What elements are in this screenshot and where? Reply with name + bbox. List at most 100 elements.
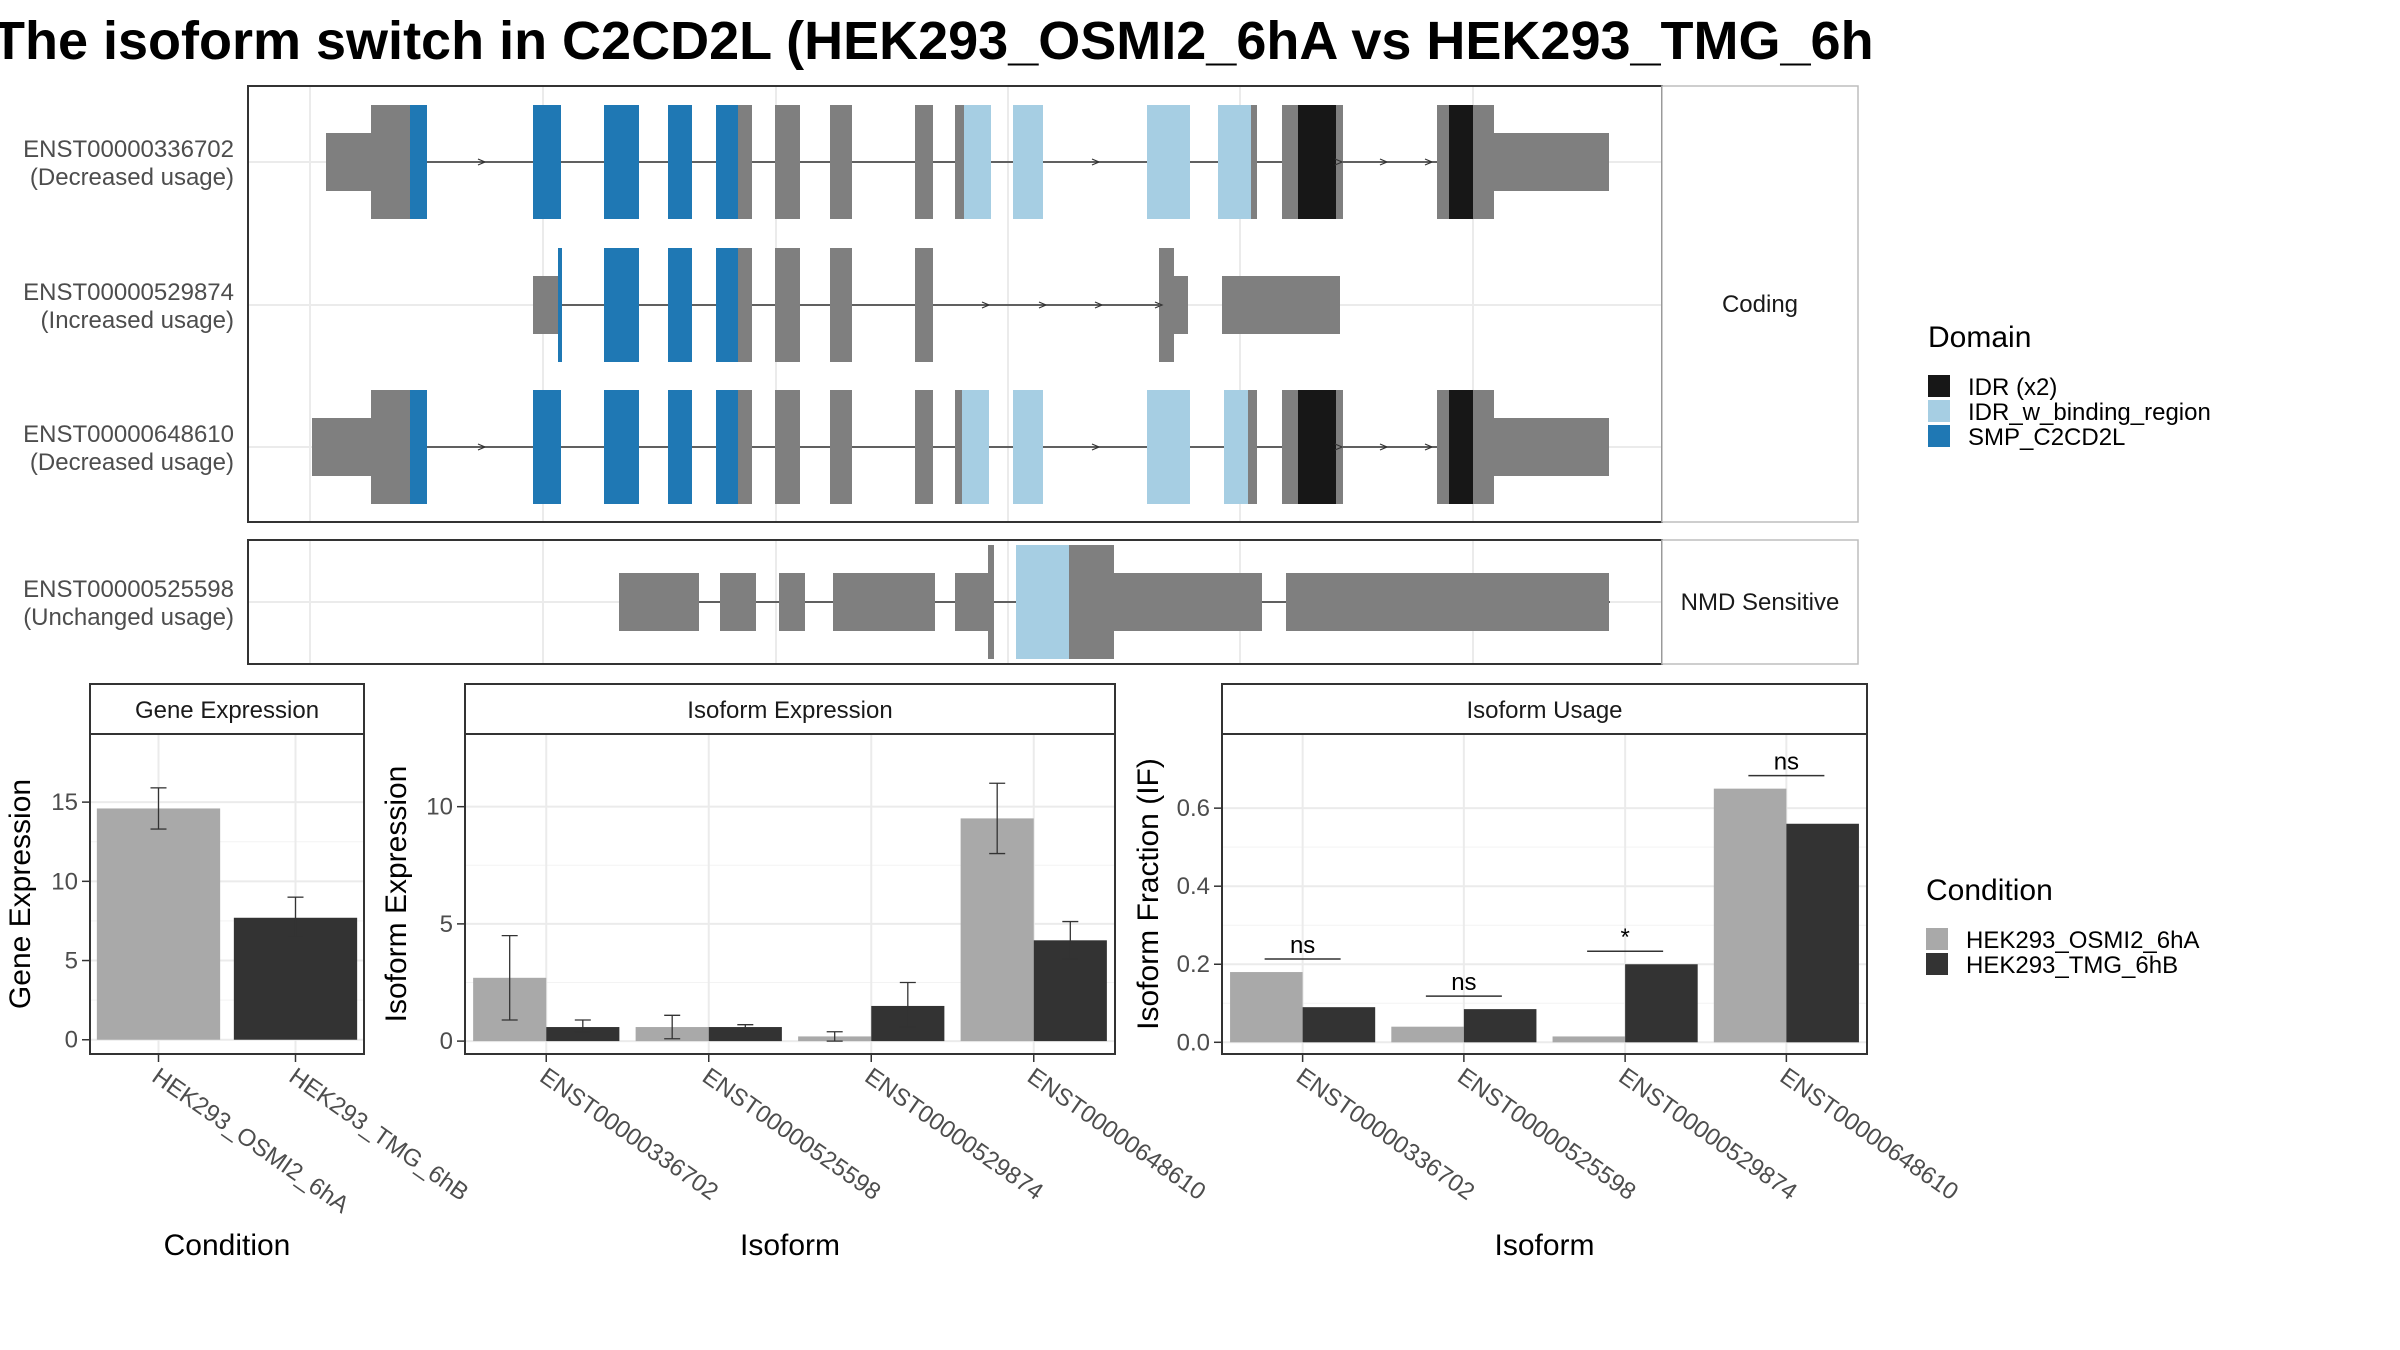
chart-panel-border [1221,733,1868,1055]
domain-exon [604,390,639,504]
bar [960,818,1034,1042]
exon [1494,133,1609,191]
exon [955,105,964,219]
exon [775,248,800,362]
exon [915,248,933,362]
exon [533,276,560,334]
exon [1494,418,1609,476]
exon [830,105,852,219]
bar [1625,964,1698,1043]
domain-exon [1449,105,1473,219]
chart-title-strip [1221,683,1868,735]
y-tick-label: 0 [65,1027,78,1054]
legend-title: Condition [1926,874,2053,907]
bar [1713,788,1787,1043]
legend-swatch [1928,400,1950,422]
transcript-id-label: ENST00000525598 [23,576,234,603]
x-axis-label: Condition [164,1229,291,1262]
plot-title: The isoform switch in C2CD2L (HEK293_OSM… [0,11,1872,71]
exon [738,248,752,362]
exon [915,105,933,219]
domain-exon [533,390,561,504]
exon [1174,276,1188,334]
exon [720,573,756,631]
bar [1302,1007,1376,1043]
intron-arrow [1334,158,1344,166]
bar [1786,823,1859,1043]
domain-exon [668,248,692,362]
exon [1473,105,1494,219]
intron-arrow [1424,443,1434,451]
y-tick-label: 0.0 [1177,1029,1210,1056]
legend-swatch [1928,425,1950,447]
transcript-id-label: ENST00000336702 [23,136,234,163]
x-tick-label: ENST00000336702 [1291,1063,1479,1206]
y-tick-label: 0.2 [1177,951,1210,978]
exon [915,390,933,504]
domain-exon [1016,545,1069,659]
x-tick-label: ENST00000525598 [1452,1063,1640,1206]
domain-exon [716,390,738,504]
legend-label: HEK293_OSMI2_6hA [1966,927,2199,954]
exon [833,573,935,631]
exon [779,573,805,631]
exon [1437,105,1449,219]
chart-title-strip [464,683,1116,735]
legend-swatch [1926,928,1948,950]
exon [738,105,752,219]
domain-exon [964,105,991,219]
exon [775,105,800,219]
significance-label: ns [1774,749,1799,776]
bar [233,917,358,1040]
bar [96,808,221,1040]
intron-arrow [477,158,487,166]
x-tick-label: ENST00000525598 [697,1063,885,1206]
bar [1230,972,1303,1043]
domain-exon [1298,105,1336,219]
domain-exon [716,248,738,362]
x-tick-label: ENST00000648610 [1022,1063,1210,1206]
transcript-usage-label: (Decreased usage) [30,164,234,191]
x-tick-label: ENST00000336702 [535,1063,723,1206]
significance-label: * [1620,924,1629,951]
exon [830,248,852,362]
facet-strip [1661,85,1859,523]
bar [546,1027,620,1042]
legend-label: IDR_w_binding_region [1968,399,2211,426]
domain-exon [1147,390,1190,504]
domain-exon [668,390,692,504]
facet-label: Coding [1722,291,1798,318]
domain-exon [1013,105,1043,219]
y-tick-label: 10 [426,794,453,821]
chart-title-strip [89,683,365,735]
x-axis-label: Isoform [740,1229,840,1262]
x-tick-label: ENST00000529874 [1614,1063,1802,1206]
chart-title: Isoform Usage [1466,697,1622,724]
exon [1286,573,1609,631]
legend-label: SMP_C2CD2L [1968,424,2125,451]
domain-exon [962,390,989,504]
exon [312,418,371,476]
y-tick-label: 0 [440,1028,453,1055]
intron-arrow [477,443,487,451]
intron-arrow [1091,443,1101,451]
y-tick-label: 0.6 [1177,795,1210,822]
domain-exon [533,105,561,219]
intron-arrow [1154,301,1164,309]
domain-exon [1224,390,1248,504]
y-axis-label: Isoform Expression [380,766,413,1023]
domain-exon [604,248,639,362]
exon [988,545,994,659]
intron-arrow [1091,158,1101,166]
transcript-usage-label: (Decreased usage) [30,449,234,476]
exon [1336,390,1343,504]
bar [708,1027,782,1042]
exon [955,390,962,504]
transcript-usage-label: (Unchanged usage) [23,604,234,631]
domain-exon [558,248,562,362]
domain-exon [1147,105,1190,219]
legend-swatch [1926,953,1948,975]
domain-exon [1449,390,1473,504]
y-tick-label: 5 [440,911,453,938]
